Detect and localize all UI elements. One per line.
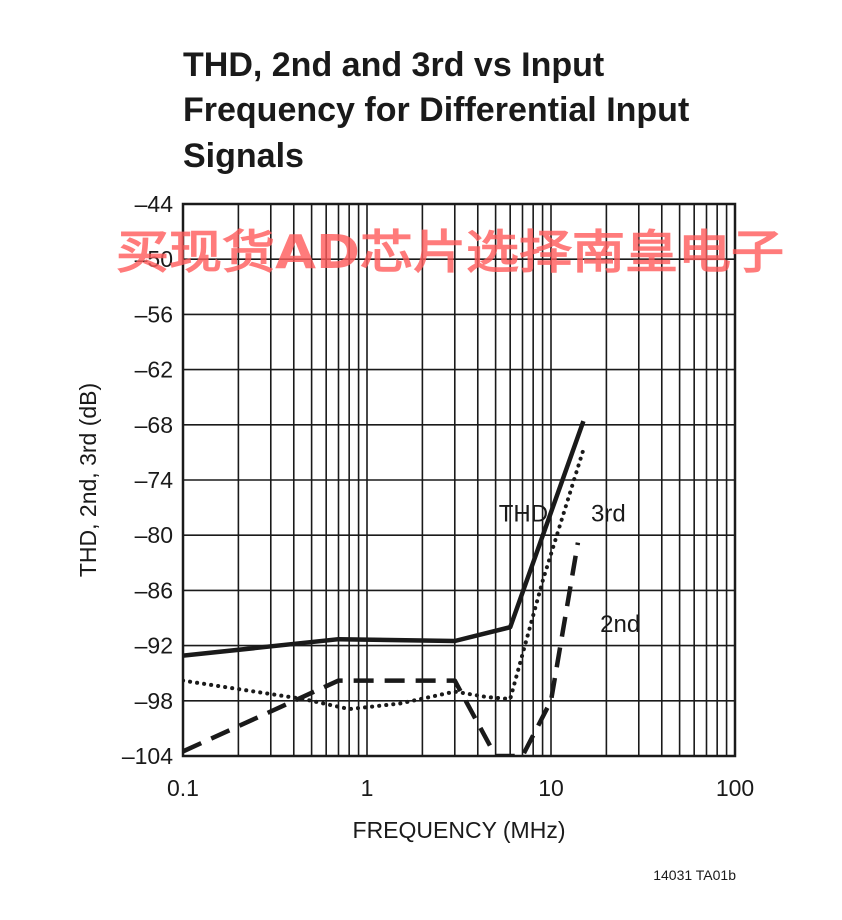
- chart-title-line-3: Signals: [183, 137, 304, 175]
- series-layer: [183, 420, 586, 756]
- y-tick-label: –50: [135, 246, 173, 272]
- y-tick-label: –98: [135, 688, 173, 714]
- y-tick-labels: –44 –50 –56 –62 –68 –74 –80 –86 –92 –98 –104: [122, 191, 173, 769]
- chart-title: THD, 2nd and 3rd vs Input Frequency for …: [183, 46, 689, 175]
- x-tick-label: 10: [538, 775, 564, 801]
- y-tick-label: –104: [122, 743, 173, 769]
- series-line-2nd: [183, 542, 581, 756]
- x-axis-label: FREQUENCY (MHz): [353, 817, 566, 843]
- series-label-thd: THD: [499, 500, 548, 527]
- chart-title-line-1: THD, 2nd and 3rd vs Input: [183, 46, 604, 84]
- y-tick-label: –56: [135, 301, 173, 327]
- x-tick-label: 0.1: [167, 775, 199, 801]
- y-tick-label: –62: [135, 357, 173, 383]
- y-axis-label: THD, 2nd, 3rd (dB): [75, 383, 101, 577]
- series-label-2nd: 2nd: [600, 611, 640, 638]
- series-labels: THD 3rd 2nd: [499, 500, 640, 637]
- series-line-thd: [183, 420, 586, 658]
- x-tick-label: 100: [716, 775, 754, 801]
- series-label-3rd: 3rd: [591, 500, 626, 527]
- y-tick-label: –92: [135, 633, 173, 659]
- y-tick-label: –44: [135, 191, 174, 217]
- plot-frame: [181, 202, 737, 758]
- watermark: 买现货AD芯片选择南皇电子: [116, 225, 784, 279]
- y-tick-label: –86: [135, 577, 173, 603]
- series-line-3rd: [183, 447, 586, 712]
- x-tick-label: 1: [361, 775, 374, 801]
- chart-title-line-2: Frequency for Differential Input: [183, 91, 689, 129]
- y-tick-label: –74: [135, 467, 174, 493]
- y-tick-label: –80: [135, 522, 173, 548]
- y-tick-label: –68: [135, 412, 173, 438]
- x-tick-labels: 0.1 1 10 100: [167, 775, 754, 801]
- figure-id: 14031 TA01b: [653, 867, 736, 883]
- grid: [183, 204, 735, 756]
